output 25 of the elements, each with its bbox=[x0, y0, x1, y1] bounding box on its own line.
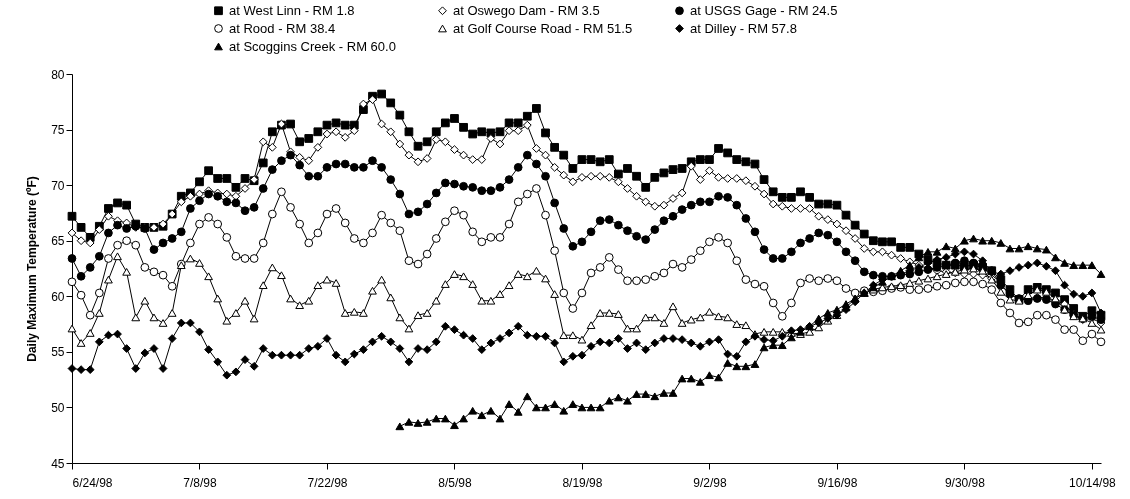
y-tick-label: 50 bbox=[51, 400, 65, 415]
x-tick-label: 7/22/98 bbox=[307, 475, 348, 490]
x-tick-label: 9/30/98 bbox=[944, 475, 986, 490]
y-tick-label: 60 bbox=[51, 289, 65, 304]
legend-label: at West Linn - RM 1.8 bbox=[229, 2, 355, 18]
y-axis-title: Daily Maximum Temperature (ºF) bbox=[25, 176, 40, 362]
x-tick-label: 7/8/98 bbox=[183, 475, 217, 490]
x-tick-label: 6/24/98 bbox=[72, 475, 113, 490]
legend-label: at USGS Gage - RM 24.5 bbox=[690, 2, 838, 18]
legend-label: at Oswego Dam - RM 3.5 bbox=[453, 2, 600, 18]
legend-label: at Scoggins Creek - RM 60.0 bbox=[229, 38, 396, 54]
x-tick-label: 8/5/98 bbox=[438, 475, 472, 490]
y-tick-label: 70 bbox=[51, 178, 65, 193]
y-tick-label: 65 bbox=[51, 234, 65, 249]
legend-label: at Golf Course Road - RM 51.5 bbox=[453, 20, 633, 36]
y-tick-label: 75 bbox=[51, 123, 65, 138]
x-tick-label: 9/16/98 bbox=[817, 475, 858, 490]
legend-label: at Rood - RM 38.4 bbox=[229, 20, 336, 36]
x-tick-label: 8/19/98 bbox=[562, 475, 603, 490]
y-tick-label: 55 bbox=[51, 345, 65, 360]
x-tick-label: 10/14/98 bbox=[1069, 475, 1117, 490]
x-tick-label: 9/2/98 bbox=[693, 475, 727, 490]
y-tick-label: 80 bbox=[51, 67, 65, 82]
legend-label: at Dilley - RM 57.8 bbox=[690, 20, 797, 36]
y-tick-label: 45 bbox=[51, 456, 65, 471]
